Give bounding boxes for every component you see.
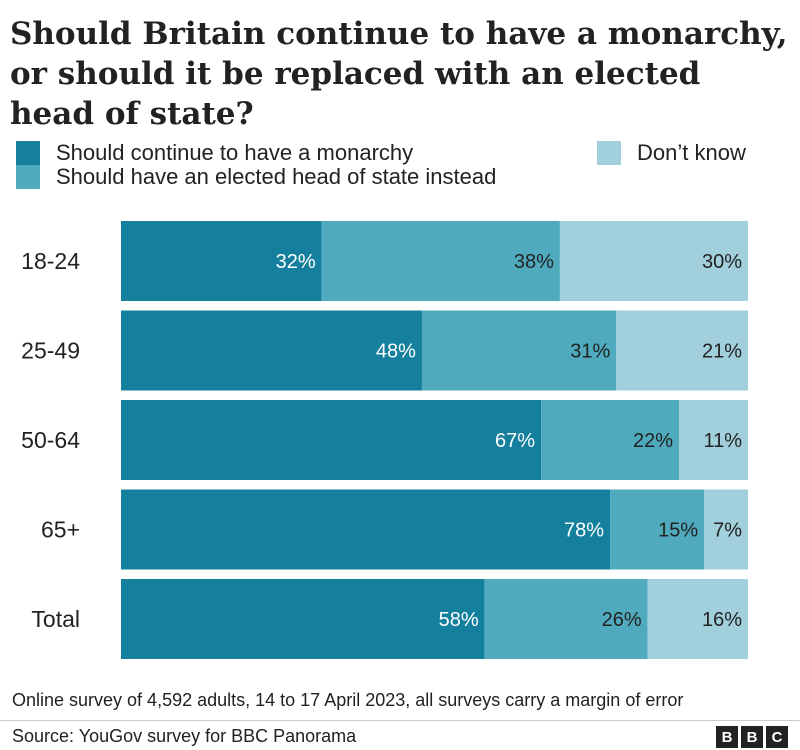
footer-divider (0, 720, 800, 721)
source-text: Source: YouGov survey for BBC Panorama (12, 726, 357, 746)
category-label-total: Total (31, 606, 80, 632)
category-label-65: 65+ (41, 517, 80, 543)
data-label-50-64-s1: 22% (633, 430, 673, 452)
bar-segment-50-64-s0 (121, 400, 542, 480)
bbc-logo: B B C (716, 726, 788, 748)
data-label-total-s2: 16% (702, 609, 742, 631)
data-label-total-s1: 26% (602, 609, 642, 631)
bbc-logo-letter: B (716, 726, 738, 748)
bar-segment-25-49-s2 (616, 310, 748, 391)
data-label-50-64-s2: 11% (703, 430, 742, 452)
legend-swatch-dont-know (597, 141, 621, 165)
legend-label-dont-know: Don’t know (637, 140, 746, 165)
data-label-25-49-s0: 48% (376, 341, 416, 363)
category-label-18-24: 18-24 (21, 248, 80, 274)
bar-segment-18-24-s0 (121, 221, 322, 301)
bar-segment-65-s1 (610, 489, 705, 570)
legend-item-monarchy: Should continue to have a monarchy (16, 141, 413, 165)
bar-segment-50-64-s2 (679, 400, 748, 480)
bar-segment-50-64-s1 (541, 400, 680, 480)
category-label-50-64: 50-64 (21, 427, 80, 453)
bar-segment-18-24-s1 (321, 221, 560, 301)
legend-item-elected: Should have an elected head of state ins… (16, 165, 496, 189)
data-label-65-s1: 15% (658, 520, 698, 542)
data-label-18-24-s1: 38% (514, 251, 554, 273)
bar-segment-total-s2 (647, 579, 748, 659)
legend-item-dont-know: Don’t know (597, 141, 746, 165)
data-label-65-s0: 78% (564, 520, 604, 542)
category-label-25-49: 25-49 (21, 338, 80, 364)
legend-swatch-monarchy (16, 141, 40, 165)
data-label-65-s2: 7% (713, 520, 742, 542)
bar-segment-total-s1 (484, 579, 648, 659)
bar-segment-65-s2 (704, 489, 748, 570)
data-label-50-64-s0: 67% (495, 430, 535, 452)
stacked-bar-chart: 18-24 32% 38% 30% 25-49 48% 31% 21% 50-64 67% 22% 1… (21, 221, 748, 659)
bar-segment-25-49-s0 (121, 310, 422, 391)
data-label-18-24-s2: 30% (702, 251, 742, 273)
legend-swatch-elected (16, 165, 40, 189)
bbc-logo-letter: B (741, 726, 763, 748)
bar-segment-65-s0 (121, 489, 611, 570)
data-label-18-24-s0: 32% (276, 251, 316, 273)
survey-note: Online survey of 4,592 adults, 14 to 17 … (12, 690, 684, 710)
data-label-25-49-s1: 31% (570, 341, 610, 363)
bar-segment-total-s0 (121, 579, 485, 659)
legend-label-elected: Should have an elected head of state ins… (56, 164, 497, 189)
bar-segment-18-24-s2 (559, 221, 748, 301)
data-label-total-s0: 58% (439, 609, 479, 631)
legend-label-monarchy: Should continue to have a monarchy (56, 140, 414, 165)
chart-title: Should Britain continue to have a monarc… (10, 16, 788, 132)
bbc-logo-letter: C (766, 726, 788, 748)
data-label-25-49-s2: 21% (702, 341, 742, 363)
bar-segment-25-49-s1 (421, 310, 617, 391)
